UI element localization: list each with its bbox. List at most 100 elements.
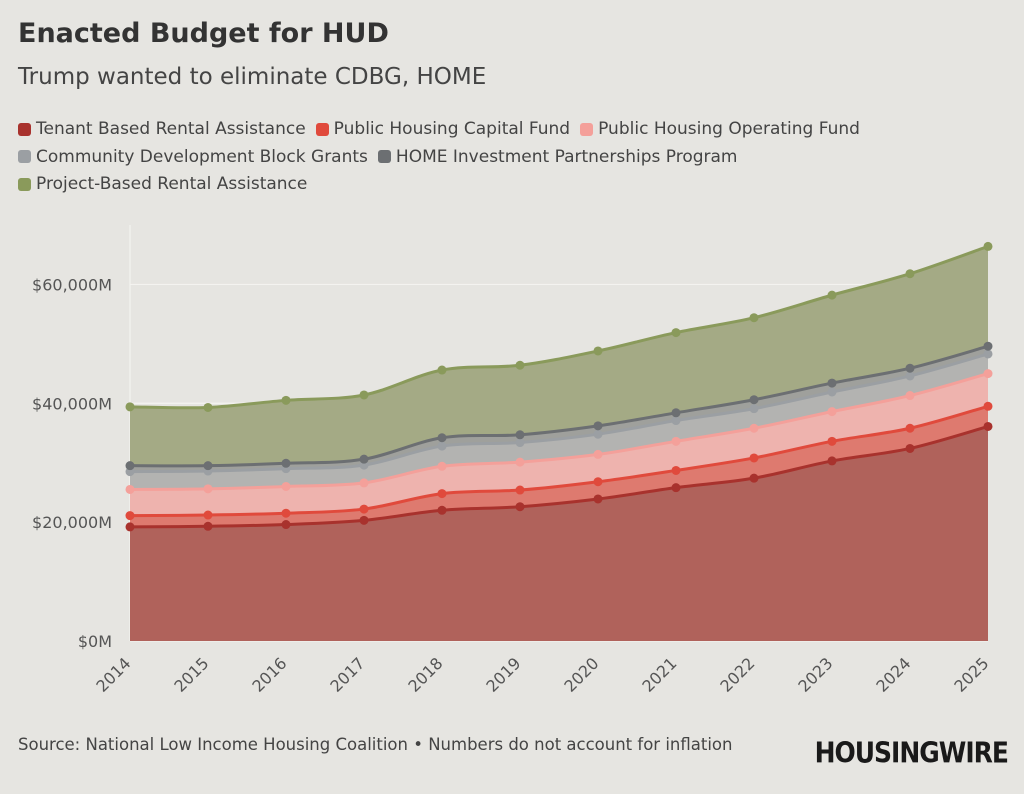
chart-title: Enacted Budget for HUD	[18, 18, 389, 49]
data-point	[749, 423, 759, 433]
data-point	[671, 465, 681, 475]
data-point	[437, 489, 447, 499]
data-point	[983, 241, 993, 251]
data-point	[437, 441, 447, 451]
series-line-2	[129, 372, 989, 491]
x-tick-label: 2016	[248, 654, 290, 696]
data-point	[905, 371, 915, 381]
chart-subtitle: Trump wanted to eliminate CDBG, HOME	[18, 64, 487, 90]
legend-swatch	[18, 177, 31, 191]
data-point	[515, 485, 525, 495]
data-point	[515, 438, 525, 448]
data-point	[203, 402, 213, 412]
legend-item: Tenant Based Rental Assistance	[18, 116, 306, 142]
x-tick-label: 2014	[92, 654, 134, 696]
data-point	[593, 494, 603, 504]
data-point	[749, 395, 759, 405]
series-line-3	[129, 352, 989, 474]
y-tick-label: $20,000M	[32, 513, 112, 532]
data-point	[827, 387, 837, 397]
data-point	[125, 511, 135, 521]
data-point	[203, 510, 213, 520]
data-point	[827, 456, 837, 466]
data-point	[905, 391, 915, 401]
data-point	[281, 395, 291, 405]
data-point	[203, 521, 213, 531]
x-tick-label: 2019	[482, 654, 524, 696]
data-point	[983, 341, 993, 351]
area-0	[130, 426, 988, 641]
data-point	[593, 477, 603, 487]
housingwire-logo: HOUSINGWIRE	[814, 735, 1009, 770]
data-point	[515, 430, 525, 440]
legend-swatch	[18, 150, 31, 163]
data-point	[281, 458, 291, 468]
data-point	[983, 349, 993, 359]
data-point	[983, 401, 993, 411]
data-point	[437, 365, 447, 375]
source-note: Source: National Low Income Housing Coal…	[18, 735, 733, 754]
legend-item: HOME Investment Partnerships Program	[377, 144, 738, 170]
data-point	[905, 269, 915, 279]
data-point	[203, 461, 213, 471]
area-5	[130, 246, 988, 466]
data-point	[437, 505, 447, 515]
data-point	[749, 313, 759, 323]
x-tick-label: 2023	[794, 654, 836, 696]
x-tick-label: 2020	[560, 654, 602, 696]
data-point	[125, 484, 135, 494]
data-point	[593, 449, 603, 459]
area-2	[130, 373, 988, 516]
data-point	[359, 454, 369, 464]
data-point	[827, 436, 837, 446]
legend-item: Community Development Block Grants	[18, 144, 368, 170]
legend-item: Public Housing Capital Fund	[315, 116, 571, 142]
legend-label: Public Housing Capital Fund	[333, 119, 571, 139]
data-point	[827, 378, 837, 388]
data-point	[749, 473, 759, 483]
x-tick-label: 2021	[638, 654, 680, 696]
data-point	[203, 484, 213, 494]
data-point	[905, 363, 915, 373]
data-point	[359, 515, 369, 525]
data-point	[827, 407, 837, 417]
legend-label: Public Housing Operating Fund	[598, 119, 860, 139]
legend-item: Project-Based Rental Assistance	[18, 171, 307, 197]
data-point	[515, 502, 525, 512]
data-point	[593, 421, 603, 431]
y-tick-label: $60,000M	[32, 275, 112, 294]
data-point	[983, 421, 993, 431]
legend-item: Public Housing Operating Fund	[580, 116, 860, 142]
data-point	[437, 461, 447, 471]
legend-swatch	[315, 122, 329, 136]
series-line-1	[129, 404, 989, 518]
data-point	[671, 483, 681, 493]
legend-label: Community Development Block Grants	[36, 146, 368, 167]
legend-label: HOME Investment Partnerships Program	[395, 146, 738, 167]
data-point	[749, 404, 759, 414]
data-point	[671, 436, 681, 446]
data-point	[671, 408, 681, 418]
data-point	[983, 369, 993, 379]
data-point	[125, 402, 135, 412]
area-3	[130, 353, 988, 490]
y-tick-label: $0M	[78, 632, 112, 651]
data-point	[905, 423, 915, 433]
data-point	[827, 290, 837, 300]
x-tick-label: 2018	[404, 654, 446, 696]
data-point	[281, 508, 291, 518]
x-tick-label: 2017	[326, 654, 368, 696]
legend-swatch	[18, 122, 31, 136]
data-point	[671, 328, 681, 338]
data-point	[359, 504, 369, 514]
legend-swatch	[580, 122, 594, 136]
data-point	[437, 433, 447, 443]
data-point	[749, 453, 759, 463]
legend-swatch	[377, 150, 391, 163]
data-point	[905, 443, 915, 453]
data-point	[593, 346, 603, 356]
data-point	[281, 481, 291, 491]
data-point	[125, 522, 135, 532]
data-point	[515, 360, 525, 370]
